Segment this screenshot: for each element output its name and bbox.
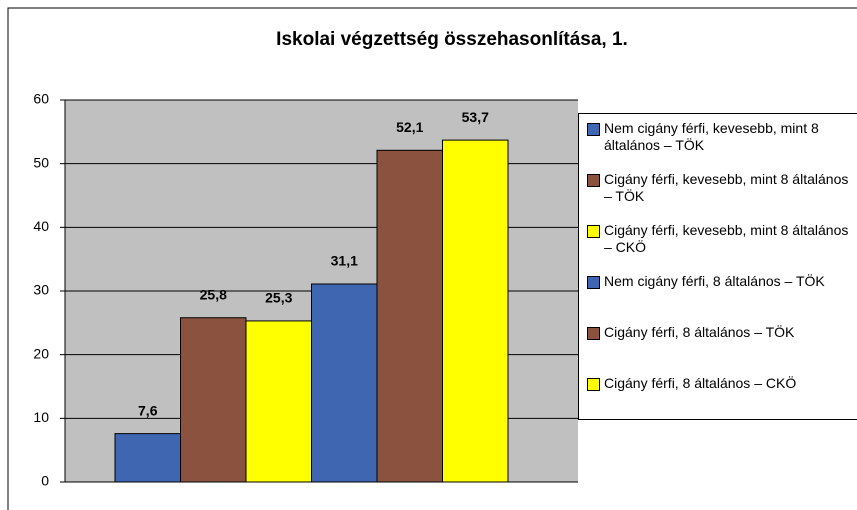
legend-swatch <box>587 276 600 289</box>
legend-swatch <box>587 378 600 391</box>
data-label: 25,3 <box>265 290 292 306</box>
legend-item: Cigány férfi, kevesebb, mint 8 általános… <box>587 222 853 273</box>
chart-title: Iskolai végzettség összehasonlítása, 1. <box>276 29 628 50</box>
bar <box>180 317 247 483</box>
data-label: 25,8 <box>200 286 227 302</box>
data-label: 31,1 <box>331 253 358 269</box>
bar <box>442 139 509 483</box>
legend-item: Cigány férfi, 8 általános – CKÖ <box>587 375 853 426</box>
legend-swatch <box>587 123 600 136</box>
data-label: 52,1 <box>396 119 423 135</box>
y-tick-label: 30 <box>33 282 49 298</box>
y-tick-label: 50 <box>33 154 49 170</box>
legend-item: Nem cigány férfi, 8 általános – TÖK <box>587 273 853 324</box>
legend-swatch <box>587 174 600 187</box>
legend-item: Cigány férfi, 8 általános – TÖK <box>587 324 853 375</box>
legend-label: Cigány férfi, 8 általános – TÖK <box>604 324 795 340</box>
y-tick-label: 20 <box>33 345 49 361</box>
y-tick-label: 0 <box>41 473 49 489</box>
legend-swatch <box>587 225 600 238</box>
legend-label: Nem cigány férfi, 8 általános – TÖK <box>604 273 825 289</box>
data-label: 53,7 <box>462 109 489 125</box>
bar <box>114 433 181 483</box>
y-tick-label: 60 <box>33 91 49 107</box>
bar <box>376 149 443 483</box>
y-tick-label: 40 <box>33 218 49 234</box>
bar <box>311 283 378 483</box>
y-tick-label: 10 <box>33 409 49 425</box>
legend-label: Cigány férfi, 8 általános – CKÖ <box>604 375 797 391</box>
legend-swatch <box>587 327 600 340</box>
legend-item: Cigány férfi, kevesebb, mint 8 általános… <box>587 171 853 222</box>
data-label: 7,6 <box>138 402 158 418</box>
bar <box>245 320 312 483</box>
legend-label: Cigány férfi, kevesebb, mint 8 általános… <box>604 222 849 255</box>
legend: Nem cigány férfi, kevesebb, mint 8 által… <box>578 113 857 420</box>
legend-item: Nem cigány férfi, kevesebb, mint 8 által… <box>587 120 853 171</box>
legend-label: Nem cigány férfi, kevesebb, mint 8 által… <box>604 120 819 153</box>
legend-label: Cigány férfi, kevesebb, mint 8 általános… <box>604 171 849 204</box>
